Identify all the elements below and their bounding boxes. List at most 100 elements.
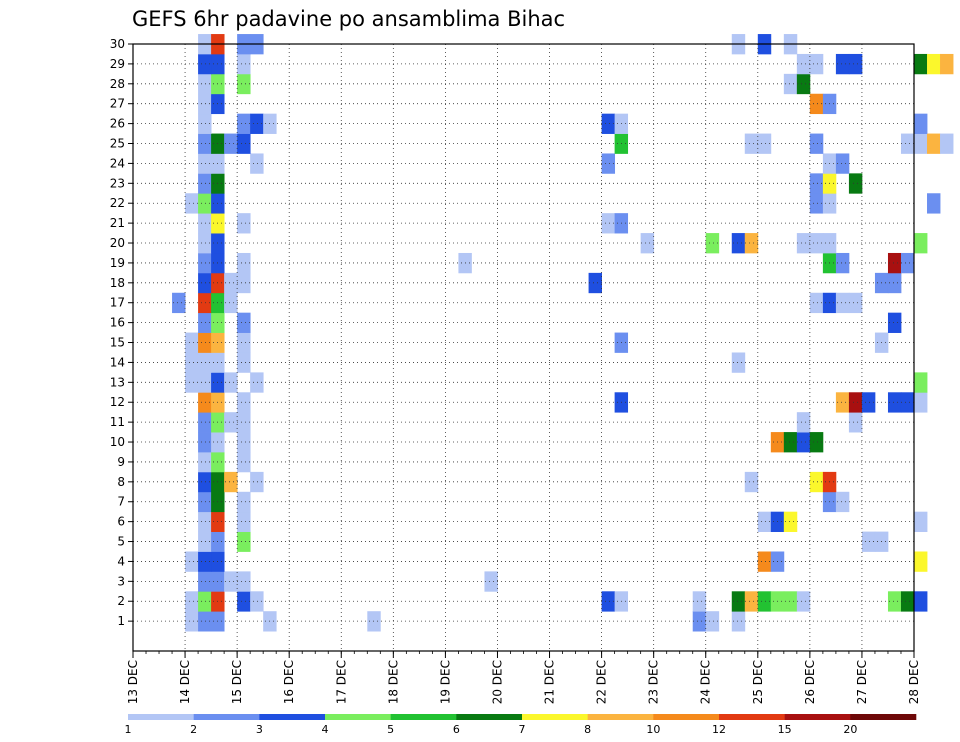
x-tick-label: 28 DEC (907, 660, 921, 704)
heatmap-cell (796, 233, 811, 254)
heatmap-cell (692, 611, 707, 632)
heatmap-cell (757, 551, 772, 572)
x-tick-label: 17 DEC (334, 660, 348, 704)
heatmap-cell (237, 53, 251, 75)
heatmap-cell (198, 352, 212, 373)
heatmap-cell (237, 73, 251, 95)
x-tick-label: 21 DEC (543, 660, 557, 704)
heatmap-cell (250, 591, 264, 612)
y-tick-label: 6 (117, 515, 125, 529)
heatmap-cell (198, 272, 212, 294)
y-tick-label: 21 (110, 216, 125, 230)
heatmap-cell (224, 272, 238, 294)
heatmap-cell (861, 531, 876, 552)
heatmap-cell (848, 173, 863, 194)
heatmap-cell (757, 591, 772, 612)
colorbar-label: 4 (322, 723, 329, 736)
y-tick-label: 22 (110, 196, 125, 210)
colorbar-swatch (193, 714, 260, 720)
heatmap-cell (185, 193, 199, 214)
heatmap-cell (237, 491, 251, 513)
x-tick-label: 24 DEC (699, 660, 713, 704)
heatmap-cell (783, 591, 798, 612)
heatmap-cell (887, 252, 902, 274)
heatmap-cell (237, 531, 251, 552)
heatmap-cell (237, 451, 251, 473)
heatmap-cell (705, 233, 720, 254)
heatmap-cell (237, 133, 251, 154)
heatmap-cell (783, 432, 798, 453)
heatmap-cell (809, 292, 824, 314)
heatmap-cell (796, 73, 811, 95)
heatmap-cell (237, 392, 251, 413)
heatmap-cell (198, 471, 212, 493)
heatmap-cell (848, 292, 863, 314)
colorbar-swatch (456, 714, 523, 720)
heatmap-cell (835, 153, 850, 174)
heatmap-cell (198, 213, 212, 234)
colorbar-label: 1 (125, 723, 132, 736)
heatmap-cell (198, 412, 212, 433)
heatmap-cell (367, 611, 381, 632)
colorbar-label: 15 (778, 723, 792, 736)
y-tick-label: 7 (117, 495, 125, 509)
heatmap-cell (900, 252, 915, 274)
heatmap-cell (198, 511, 212, 532)
heatmap-cell (198, 551, 212, 572)
colorbar-swatch (259, 714, 326, 720)
heatmap-cell (172, 292, 186, 314)
heatmap-cell (757, 133, 772, 154)
x-tick-label: 13 DEC (126, 660, 140, 704)
heatmap-cell (601, 213, 616, 234)
heatmap-cell (809, 193, 824, 214)
heatmap-cell (900, 591, 915, 612)
heatmap-cell (198, 93, 212, 115)
heatmap-cell (835, 491, 850, 513)
x-tick-label: 25 DEC (751, 660, 765, 704)
heatmap-cell (835, 53, 850, 75)
heatmap-cell (914, 551, 928, 572)
y-tick-label: 26 (110, 117, 125, 131)
heatmap-cell (744, 233, 759, 254)
heatmap-cell (887, 272, 902, 294)
heatmap-cell (237, 412, 251, 433)
x-tick-label: 18 DEC (386, 660, 400, 704)
heatmap-cell (185, 591, 199, 612)
heatmap-cell (224, 471, 238, 493)
heatmap-cell (198, 233, 212, 254)
heatmap-cell (237, 511, 251, 532)
x-tick-label: 27 DEC (855, 660, 869, 704)
colorbar-swatch (325, 714, 391, 720)
y-tick-label: 5 (117, 535, 125, 549)
x-tick-label: 14 DEC (178, 660, 192, 704)
heatmap-cell (198, 292, 212, 314)
heatmap-cell (900, 133, 915, 154)
y-tick-label: 9 (117, 455, 125, 469)
y-tick-label: 15 (110, 336, 125, 350)
heatmap-cell (796, 412, 811, 433)
heatmap-cell (835, 252, 850, 274)
heatmap-cell (887, 591, 902, 612)
heatmap-cell (224, 571, 238, 592)
y-tick-label: 30 (110, 37, 125, 51)
heatmap-cell (237, 332, 251, 353)
y-tick-label: 25 (110, 137, 125, 151)
colorbar-swatch (850, 714, 917, 720)
heatmap-cell (809, 471, 824, 493)
heatmap-cell (250, 372, 264, 393)
heatmap-cell (237, 272, 251, 294)
heatmap-cell (796, 432, 811, 453)
heatmap-cell (914, 233, 928, 254)
heatmap-cell (185, 611, 199, 632)
x-tick-label: 16 DEC (282, 660, 296, 704)
heatmap-cell (731, 352, 746, 373)
heatmap-cell (731, 591, 746, 612)
heatmap-cell (809, 173, 824, 194)
heatmap-cell (887, 392, 902, 413)
heatmap-cell (914, 392, 928, 413)
heatmap-cell (198, 73, 212, 95)
heatmap-cell (835, 292, 850, 314)
y-tick-label: 20 (110, 236, 125, 250)
heatmap-cell (601, 113, 616, 134)
